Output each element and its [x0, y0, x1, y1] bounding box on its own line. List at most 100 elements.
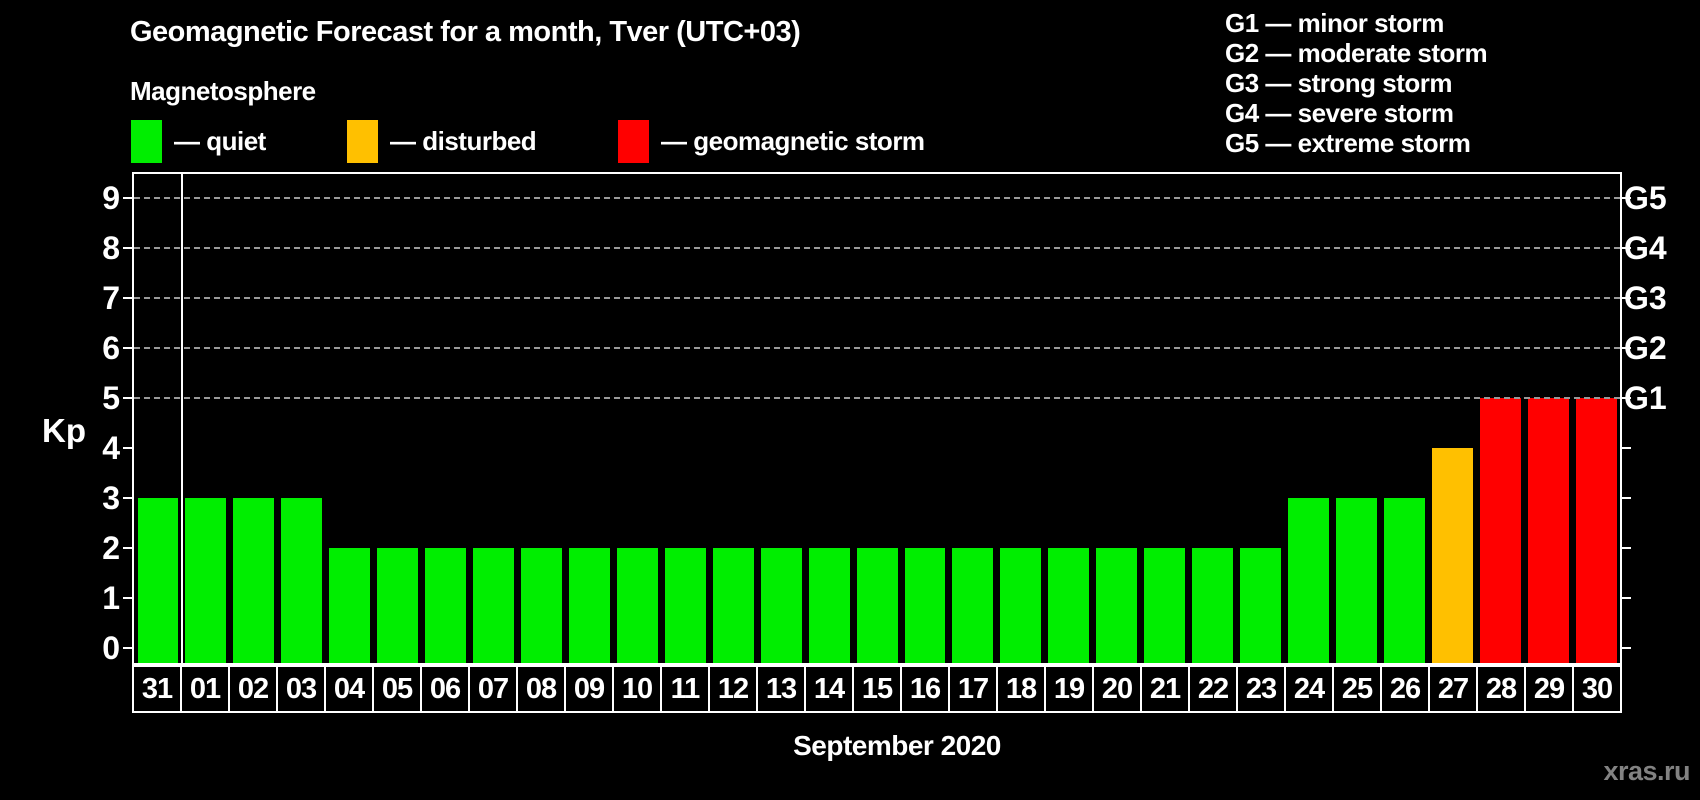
bar-slot-13	[757, 174, 805, 663]
kp-bar-day-10	[616, 548, 658, 663]
bar-slot-26	[1380, 174, 1428, 663]
storm-scale-legend: G1 — minor storm G2 — moderate storm G3 …	[1225, 8, 1488, 158]
kp-bar-day-18	[1000, 548, 1042, 663]
storm-scale-g3: G3 — strong storm	[1225, 68, 1452, 98]
day-label-29: 29	[1524, 665, 1574, 713]
kp-tick-label-7: 7	[102, 280, 120, 316]
kp-bar-day-28	[1479, 398, 1521, 663]
kp-tick-label-8: 8	[102, 230, 120, 266]
day-label-07: 07	[468, 665, 518, 713]
magnetosphere-legend: — quiet — disturbed — geomagnetic storm	[131, 120, 931, 164]
magnetosphere-label: Magnetosphere	[130, 76, 316, 106]
kp-tick-label-1: 1	[102, 580, 120, 616]
legend-label-quiet: — quiet	[174, 126, 266, 156]
day-label-20: 20	[1092, 665, 1142, 713]
day-label-05: 05	[372, 665, 422, 713]
kp-bar-day-06	[425, 548, 467, 663]
gridline-g2	[134, 347, 1620, 349]
day-label-13: 13	[756, 665, 806, 713]
storm-color-swatch-icon	[618, 120, 649, 163]
bar-slot-22	[1189, 174, 1237, 663]
bar-slot-27	[1428, 174, 1476, 663]
day-label-27: 27	[1428, 665, 1478, 713]
month-label: September 2020	[793, 730, 1001, 761]
storm-scale-g4: G4 — severe storm	[1225, 98, 1454, 128]
day-label-23: 23	[1236, 665, 1286, 713]
g-axis-label-g4: G4	[1624, 230, 1667, 266]
bar-slot-19	[1045, 174, 1093, 663]
day-label-04: 04	[324, 665, 374, 713]
kp-tick-mark-left-3	[123, 497, 132, 499]
g-axis-label-g5: G5	[1624, 180, 1667, 216]
day-label-06: 06	[420, 665, 470, 713]
day-label-03: 03	[276, 665, 326, 713]
legend-item-disturbed: — disturbed	[347, 120, 537, 163]
bar-slot-20	[1093, 174, 1141, 663]
bars-container	[134, 174, 1620, 663]
day-label-02: 02	[228, 665, 278, 713]
kp-bar-day-27	[1431, 448, 1473, 663]
kp-bar-day-22	[1192, 548, 1234, 663]
kp-bar-day-11	[664, 548, 706, 663]
g-axis-label-g3: G3	[1624, 280, 1667, 316]
kp-tick-mark-right-2	[1622, 547, 1631, 549]
legend-label-storm: — geomagnetic storm	[661, 126, 925, 156]
bar-slot-29	[1524, 174, 1572, 663]
kp-tick-mark-left-2	[123, 547, 132, 549]
kp-tick-mark-left-1	[123, 597, 132, 599]
kp-tick-label-3: 3	[102, 480, 120, 516]
bar-slot-21	[1141, 174, 1189, 663]
kp-tick-label-9: 9	[102, 180, 120, 216]
kp-bar-day-29	[1527, 398, 1569, 663]
page-title: Geomagnetic Forecast for a month, Tver (…	[130, 16, 801, 48]
day-label-15: 15	[852, 665, 902, 713]
bar-slot-12	[709, 174, 757, 663]
kp-bar-day-17	[952, 548, 994, 663]
kp-bar-day-07	[473, 548, 514, 663]
bar-slot-03	[278, 174, 326, 663]
kp-tick-mark-left-9	[123, 197, 132, 199]
day-label-10: 10	[612, 665, 662, 713]
gridline-g5	[134, 197, 1620, 199]
bar-slot-25	[1332, 174, 1380, 663]
day-label-25: 25	[1332, 665, 1382, 713]
kp-tick-label-0: 0	[102, 630, 120, 666]
day-label-30: 30	[1572, 665, 1622, 713]
kp-bar-day-26	[1383, 498, 1425, 663]
day-label-24: 24	[1284, 665, 1334, 713]
kp-tick-mark-right-3	[1622, 497, 1631, 499]
day-label-17: 17	[948, 665, 998, 713]
bar-slot-09	[565, 174, 613, 663]
kp-bar-day-12	[712, 548, 754, 663]
day-axis: 31 01 02 03 04 05 06 07 08 09 10 11 12 13 14 15 16 17 18 19…	[132, 665, 1622, 713]
quiet-color-swatch-icon	[131, 120, 162, 163]
kp-bar-day-16	[904, 548, 946, 663]
bar-slot-15	[853, 174, 901, 663]
watermark: xras.ru	[1603, 756, 1690, 786]
kp-bar-day-02	[233, 498, 275, 663]
bar-slot-24	[1285, 174, 1333, 663]
g-axis-label-g1: G1	[1624, 380, 1667, 416]
kp-tick-mark-right-8	[1622, 247, 1631, 249]
bar-slot-06	[422, 174, 470, 663]
legend-item-quiet: — quiet	[131, 120, 266, 163]
kp-tick-mark-left-7	[123, 297, 132, 299]
kp-bar-day-14	[808, 548, 850, 663]
kp-tick-label-5: 5	[102, 380, 120, 416]
gridline-g1	[134, 397, 1620, 399]
kp-tick-mark-left-0	[123, 647, 132, 649]
kp-bar-day-19	[1048, 548, 1090, 663]
bar-slot-07	[470, 174, 518, 663]
storm-scale-g1: G1 — minor storm	[1225, 8, 1444, 38]
kp-tick-mark-right-1	[1622, 597, 1631, 599]
kp-bar-day-09	[568, 548, 610, 663]
kp-tick-mark-right-4	[1622, 447, 1631, 449]
day-label-18: 18	[996, 665, 1046, 713]
bar-slot-02	[230, 174, 278, 663]
legend-item-storm: — geomagnetic storm	[618, 120, 925, 163]
plot-area: Kp G1 G2 G3 G4 G5 0 1 2 3 4 5 6 7 8 9	[42, 172, 1667, 666]
kp-bar-day-24	[1288, 498, 1329, 663]
month-separator-line	[180, 174, 183, 663]
bar-slot-10	[613, 174, 661, 663]
